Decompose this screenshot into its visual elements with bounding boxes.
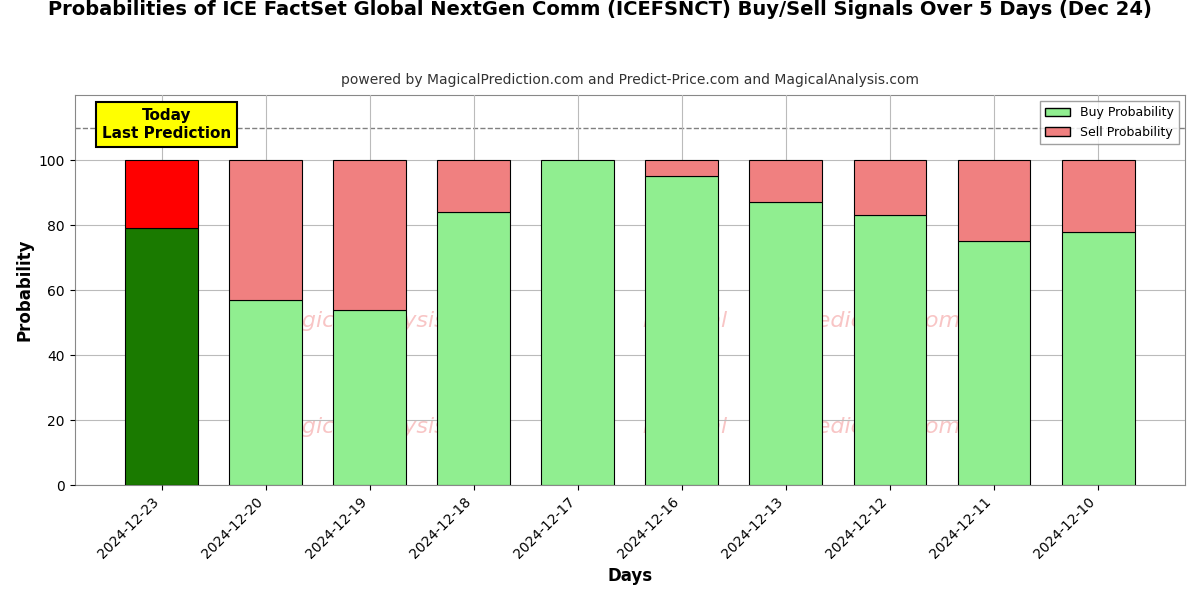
Bar: [646, 176, 719, 485]
Bar: [125, 229, 198, 485]
Text: MagicalAnalysis.com: MagicalAnalysis.com: [270, 416, 502, 437]
Bar: [646, 160, 719, 176]
Bar: [1062, 160, 1134, 232]
Bar: [541, 160, 614, 485]
Bar: [334, 160, 406, 310]
Text: Probabilities of ICE FactSet Global NextGen Comm (ICEFSNCT) Buy/Sell Signals Ove: Probabilities of ICE FactSet Global Next…: [48, 0, 1152, 19]
Bar: [958, 241, 1031, 485]
Text: Magical: Magical: [643, 416, 728, 437]
Bar: [229, 160, 302, 300]
Text: MagicalAnalysis.com: MagicalAnalysis.com: [270, 311, 502, 331]
Bar: [437, 160, 510, 212]
Bar: [750, 160, 822, 202]
Bar: [1062, 232, 1134, 485]
Text: lPrediction.com: lPrediction.com: [788, 311, 960, 331]
Bar: [229, 300, 302, 485]
Legend: Buy Probability, Sell Probability: Buy Probability, Sell Probability: [1040, 101, 1178, 143]
Bar: [334, 310, 406, 485]
Y-axis label: Probability: Probability: [16, 239, 34, 341]
Text: Today
Last Prediction: Today Last Prediction: [102, 108, 232, 140]
Bar: [853, 215, 926, 485]
Bar: [437, 212, 510, 485]
Text: lPrediction.com: lPrediction.com: [788, 416, 960, 437]
Title: powered by MagicalPrediction.com and Predict-Price.com and MagicalAnalysis.com: powered by MagicalPrediction.com and Pre…: [341, 73, 919, 87]
Bar: [750, 202, 822, 485]
Bar: [853, 160, 926, 215]
Bar: [125, 160, 198, 229]
Bar: [958, 160, 1031, 241]
Text: Magical: Magical: [643, 311, 728, 331]
X-axis label: Days: Days: [607, 567, 653, 585]
